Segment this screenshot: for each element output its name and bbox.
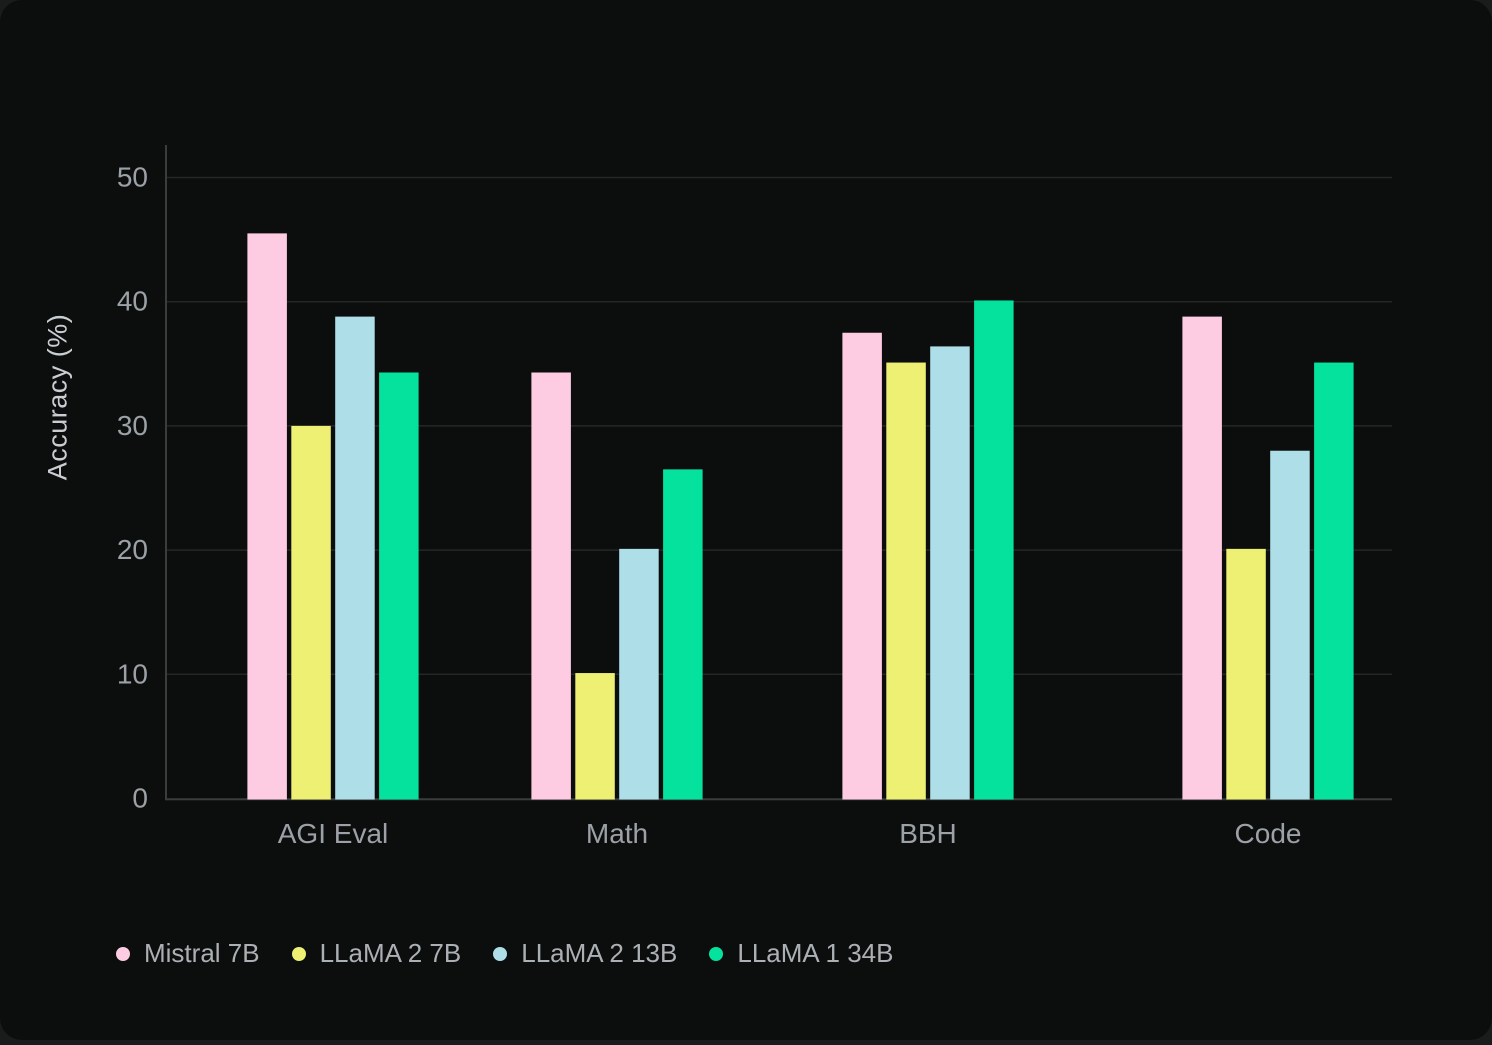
legend-swatch-icon <box>493 947 507 961</box>
legend-item-llama-1-34b[interactable]: LLaMA 1 34B <box>709 938 893 969</box>
x-category-label: Math <box>586 818 648 849</box>
legend-label: LLaMA 2 7B <box>320 938 462 969</box>
bar-llama-1-34b-agi-eval[interactable] <box>379 372 419 799</box>
legend-label: LLaMA 1 34B <box>737 938 893 969</box>
legend-label: LLaMA 2 13B <box>521 938 677 969</box>
legend-swatch-icon <box>709 947 723 961</box>
x-category-label: Code <box>1235 818 1302 849</box>
legend-item-mistral-7b[interactable]: Mistral 7B <box>116 938 260 969</box>
y-tick-label: 10 <box>117 658 148 689</box>
legend-swatch-icon <box>292 947 306 961</box>
legend-label: Mistral 7B <box>144 938 260 969</box>
y-tick-label: 40 <box>117 286 148 317</box>
bar-llama-2-7b-agi-eval[interactable] <box>291 426 331 800</box>
bar-llama-2-13b-math[interactable] <box>619 549 659 800</box>
bar-llama-2-7b-bbh[interactable] <box>886 363 926 800</box>
bar-llama-2-7b-math[interactable] <box>575 673 615 799</box>
legend-item-llama-2-7b[interactable]: LLaMA 2 7B <box>292 938 462 969</box>
y-tick-label: 30 <box>117 410 148 441</box>
bar-llama-2-13b-code[interactable] <box>1270 451 1310 800</box>
legend-item-llama-2-13b[interactable]: LLaMA 2 13B <box>493 938 677 969</box>
bar-llama-2-7b-code[interactable] <box>1226 549 1266 800</box>
bar-mistral-7b-bbh[interactable] <box>842 333 882 800</box>
bar-llama-1-34b-math[interactable] <box>663 469 703 799</box>
y-tick-label: 20 <box>117 534 148 565</box>
x-category-label: BBH <box>899 818 957 849</box>
y-tick-label: 50 <box>117 162 148 193</box>
y-tick-label: 0 <box>132 783 148 814</box>
bar-mistral-7b-code[interactable] <box>1182 317 1222 800</box>
chart-legend: Mistral 7B LLaMA 2 7B LLaMA 2 13B LLaMA 1 3… <box>116 938 893 969</box>
bar-llama-2-13b-agi-eval[interactable] <box>335 317 375 800</box>
bar-mistral-7b-math[interactable] <box>531 372 571 799</box>
legend-swatch-icon <box>116 947 130 961</box>
bar-mistral-7b-agi-eval[interactable] <box>247 233 287 799</box>
bar-llama-1-34b-code[interactable] <box>1314 363 1354 800</box>
y-axis-title: Accuracy (%) <box>43 314 74 481</box>
bar-llama-2-13b-bbh[interactable] <box>930 346 970 799</box>
bar-llama-1-34b-bbh[interactable] <box>974 300 1014 799</box>
x-category-label: AGI Eval <box>278 818 388 849</box>
